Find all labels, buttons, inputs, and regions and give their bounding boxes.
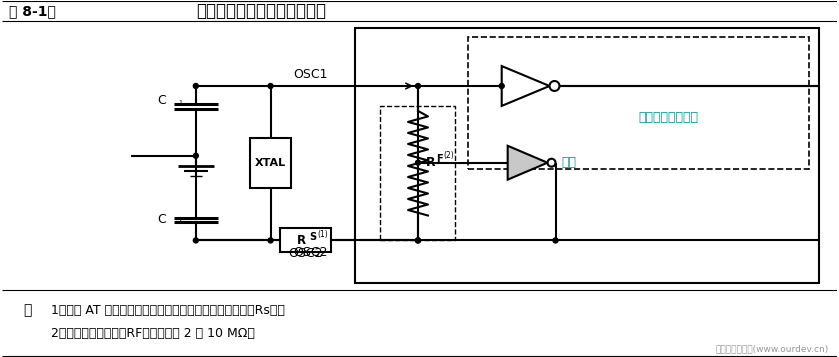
Polygon shape: [502, 66, 550, 106]
Text: XTAL: XTAL: [255, 158, 286, 168]
Circle shape: [415, 238, 420, 243]
Text: OSC1: OSC1: [293, 67, 328, 81]
Text: ₁: ₁: [178, 96, 182, 106]
Text: C: C: [157, 95, 166, 107]
Text: S: S: [310, 232, 316, 242]
Text: 晶振／陶瓷谐振器工作原理图: 晶振／陶瓷谐振器工作原理图: [195, 2, 326, 20]
Bar: [279, 228, 331, 252]
Text: (1): (1): [317, 230, 328, 239]
Text: (2): (2): [443, 151, 454, 160]
Bar: [468, 37, 809, 169]
Text: R: R: [426, 156, 435, 169]
Text: F: F: [436, 154, 442, 164]
Circle shape: [415, 84, 420, 89]
Circle shape: [193, 84, 198, 89]
Polygon shape: [508, 146, 548, 180]
Circle shape: [193, 238, 198, 243]
Text: 中国电子开发网(www.ourdev.cn): 中国电子开发网(www.ourdev.cn): [716, 345, 828, 353]
Circle shape: [268, 84, 273, 89]
Text: ₂: ₂: [178, 215, 182, 225]
Text: 1：采用 AT 条形切割晶体时，可如图接入一个串联电阻（Rs）。: 1：采用 AT 条形切割晶体时，可如图接入一个串联电阻（Rs）。: [51, 304, 285, 317]
Bar: [355, 28, 819, 283]
Circle shape: [268, 238, 273, 243]
Circle shape: [548, 159, 555, 167]
Circle shape: [193, 153, 198, 158]
Text: 接到内部逻辑电路: 接到内部逻辑电路: [638, 111, 698, 124]
Circle shape: [499, 84, 504, 89]
Text: 图 8-1：: 图 8-1：: [8, 4, 55, 18]
Circle shape: [415, 238, 420, 243]
Text: 注: 注: [23, 303, 32, 317]
Text: 2：图中的反馈电阻（RF）典型值为 2 至 10 MΩ。: 2：图中的反馈电阻（RF）典型值为 2 至 10 MΩ。: [51, 327, 255, 340]
Text: C: C: [157, 213, 166, 226]
Text: OSC2: OSC2: [288, 247, 323, 260]
Bar: [380, 106, 455, 240]
Circle shape: [550, 81, 560, 91]
Text: R: R: [297, 234, 306, 247]
Circle shape: [553, 238, 558, 243]
Text: 休眠: 休眠: [561, 156, 576, 169]
Bar: [250, 138, 291, 188]
Circle shape: [415, 160, 420, 165]
Text: OSC2: OSC2: [293, 246, 328, 259]
